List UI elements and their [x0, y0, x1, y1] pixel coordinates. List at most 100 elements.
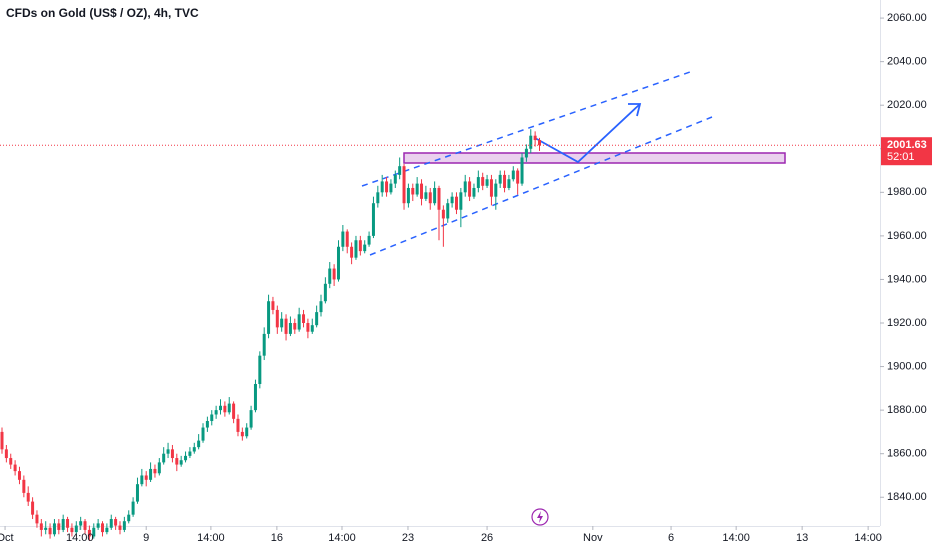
candle-body [454, 196, 458, 210]
x-tick-label: Nov [583, 532, 603, 544]
candle-body [293, 323, 297, 330]
candle-body [13, 464, 17, 472]
event-bolt [537, 511, 543, 523]
y-tick-label: 1980.00 [887, 186, 927, 198]
candle-body [83, 521, 87, 530]
candle-body [87, 529, 91, 537]
candle-body [9, 458, 13, 465]
x-tick-label: 14:00 [197, 532, 225, 544]
candle-body [433, 187, 437, 204]
candle-body [533, 135, 537, 141]
x-tick-label: 14:00 [722, 532, 750, 544]
candle-body [476, 177, 480, 188]
candle-body [481, 177, 485, 186]
projection-path [534, 103, 641, 164]
candle-body [520, 157, 524, 184]
candle-body [345, 231, 349, 247]
candle-body [350, 246, 354, 258]
candle-body [96, 523, 100, 528]
candle-body [162, 453, 166, 463]
candle-body [175, 458, 179, 465]
candle-body [122, 521, 126, 530]
x-tick-label: 6 [668, 532, 674, 544]
candle-body [524, 148, 528, 158]
candle-body [367, 235, 371, 245]
candle-body [507, 179, 511, 188]
candle-body [105, 527, 109, 533]
candle-body [249, 410, 253, 428]
candle-body [197, 440, 201, 448]
candle-body [39, 523, 43, 530]
last-price-box [881, 137, 932, 166]
candle-body [472, 187, 476, 197]
candle-body [363, 244, 367, 252]
candle-body [127, 514, 131, 522]
candle-body [280, 318, 284, 328]
candle-body [118, 525, 122, 530]
candle-body [44, 527, 48, 530]
candle-body [468, 181, 472, 197]
candle-body [79, 521, 83, 526]
candle-body [310, 325, 314, 332]
x-tick-label: 23 [402, 532, 414, 544]
candle-body [262, 333, 266, 356]
candle-body [494, 183, 498, 197]
candle-body [253, 383, 257, 411]
candle-body [315, 312, 319, 326]
candle-body [485, 179, 489, 186]
candle-body [140, 475, 144, 485]
candle-body [424, 192, 428, 199]
candle-body [205, 421, 209, 428]
candle-body [437, 187, 441, 210]
candles [0, 129, 542, 541]
candle-body [214, 410, 218, 415]
candle-body [354, 240, 358, 258]
candle-body [459, 192, 463, 210]
candle-body [328, 268, 332, 284]
candle-body [406, 187, 410, 204]
candle-body [358, 240, 362, 252]
candle-body [288, 323, 292, 334]
candle-body [114, 519, 118, 526]
candle-body [306, 323, 310, 332]
candle-body [376, 192, 380, 204]
x-tick-label: 13 [796, 532, 808, 544]
candle-body [240, 431, 244, 437]
y-tick-label: 1880.00 [887, 404, 927, 416]
event-icon [531, 508, 549, 526]
candle-body [302, 314, 306, 324]
candle-body [66, 519, 70, 528]
candle-body [441, 209, 445, 219]
y-tick-label: 1860.00 [887, 448, 927, 460]
candle-body [446, 203, 450, 219]
candle-body [149, 468, 153, 480]
candle-body [398, 166, 402, 175]
candle-body [319, 301, 323, 313]
candle-body [385, 181, 389, 193]
candle-body [61, 519, 65, 530]
candle-body [144, 475, 148, 480]
candle-body [232, 403, 236, 419]
candle-body [26, 492, 30, 502]
x-tick-label: Oct [0, 532, 14, 544]
candle-body [341, 231, 345, 247]
candle-body [267, 301, 271, 334]
candle-body [511, 170, 515, 180]
candle-body [415, 183, 419, 195]
candle-body [393, 174, 397, 184]
candle-body [489, 179, 493, 197]
candle-body [101, 523, 105, 533]
chart-title: CFDs on Gold (US$ / OZ), 4h, TVC [6, 6, 199, 20]
x-tick-label: 9 [143, 532, 149, 544]
y-tick-label: 1920.00 [887, 317, 927, 329]
candle-body [223, 405, 227, 413]
candle-body [131, 501, 135, 515]
candle-body [153, 468, 157, 474]
candle-body [529, 135, 533, 149]
projection-arrowhead [628, 103, 642, 117]
candle-body [74, 525, 78, 533]
candle-body [135, 484, 139, 502]
y-tick-label: 2060.00 [887, 12, 927, 24]
